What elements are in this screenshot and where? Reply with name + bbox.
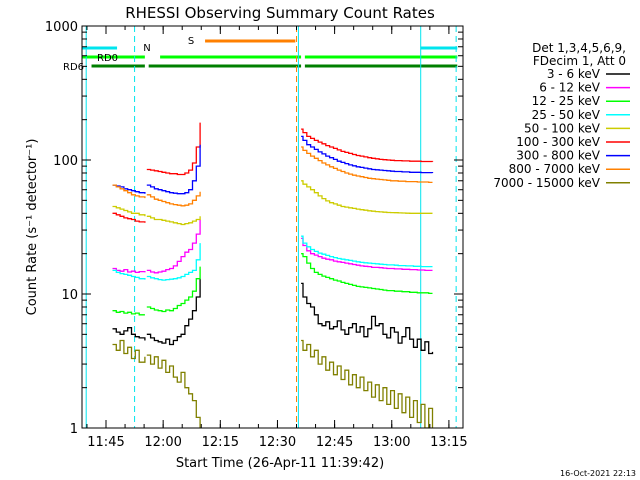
series-line (146, 219, 201, 274)
series-line (112, 184, 146, 199)
legend-entry-label: 3 - 6 keV (547, 67, 601, 81)
series-line (112, 310, 145, 316)
x-axis-label: Start Time (26-Apr-11 11:39:42) (176, 456, 384, 471)
y-tick-label: 1 (70, 422, 78, 437)
footer-date: 16-Oct-2021 22:13 (560, 469, 636, 478)
series-line (146, 191, 201, 207)
series-line (112, 267, 146, 274)
boundary-lines (85, 26, 457, 428)
series-line (112, 205, 146, 217)
x-tick-label: 11:45 (87, 435, 124, 450)
legend: Det 1,3,4,5,6,9,FDecim 1, Att 03 - 6 keV… (493, 41, 630, 190)
series-line (301, 235, 433, 268)
legend-entry-label: 25 - 50 keV (532, 108, 601, 122)
flag-label: RD0 (97, 53, 118, 64)
data-series (112, 122, 434, 428)
series-line (112, 327, 146, 341)
series-line (146, 243, 201, 281)
y-axis: 1 10 100 1000 (45, 20, 463, 437)
legend-entry-label: 100 - 300 keV (516, 135, 600, 149)
x-tick-label: 13:15 (430, 435, 467, 450)
chart-title: RHESSI Observing Summary Count Rates (125, 4, 435, 22)
series-clip-group (112, 122, 434, 428)
series-line (301, 282, 434, 355)
legend-header-line: Det 1,3,4,5,6,9, (532, 41, 626, 55)
series-line (301, 253, 433, 295)
y-tick-label: 1000 (45, 20, 78, 35)
series-line (301, 339, 434, 428)
series-line (146, 354, 201, 428)
flag-label: N (143, 43, 150, 54)
legend-entry-label: 12 - 25 keV (532, 94, 601, 108)
x-tick-label: 12:15 (202, 435, 239, 450)
series-line (112, 339, 146, 363)
series-line (112, 212, 146, 223)
series-line (146, 144, 201, 195)
series-line (112, 184, 146, 194)
plot-frame (81, 25, 464, 429)
flag-label: RD6 (63, 62, 84, 73)
legend-header-line: FDecim 1, Att 0 (533, 54, 626, 68)
series-line (301, 237, 433, 272)
y-tick-label: 100 (53, 154, 78, 169)
legend-entry-label: 7000 - 15000 keV (493, 176, 600, 190)
legend-entry-label: 6 - 12 keV (539, 81, 601, 95)
series-line (301, 135, 434, 174)
series-line (146, 122, 201, 176)
legend-entry-label: 800 - 7000 keV (509, 162, 601, 176)
y-tick-label: 10 (61, 288, 78, 303)
x-axis: 11:45 12:00 12:15 12:30 12:45 13:00 13:15 (86, 26, 468, 450)
flag-label: S (188, 36, 194, 47)
series-line (301, 128, 434, 163)
series-line (146, 215, 201, 226)
x-tick-label: 13:00 (373, 435, 410, 450)
series-line (301, 180, 433, 214)
x-tick-label: 12:00 (144, 435, 181, 450)
x-tick-label: 12:45 (316, 435, 353, 450)
x-tick-label: 12:30 (259, 435, 296, 450)
y-axis-label: Count Rate (s⁻¹ detector⁻¹) (25, 139, 40, 316)
series-line (301, 146, 433, 184)
series-line (112, 269, 146, 280)
legend-entry-label: 50 - 100 keV (524, 121, 601, 135)
series-line (146, 278, 201, 346)
series-line (146, 266, 201, 313)
legend-entry-label: 300 - 800 keV (516, 149, 600, 163)
